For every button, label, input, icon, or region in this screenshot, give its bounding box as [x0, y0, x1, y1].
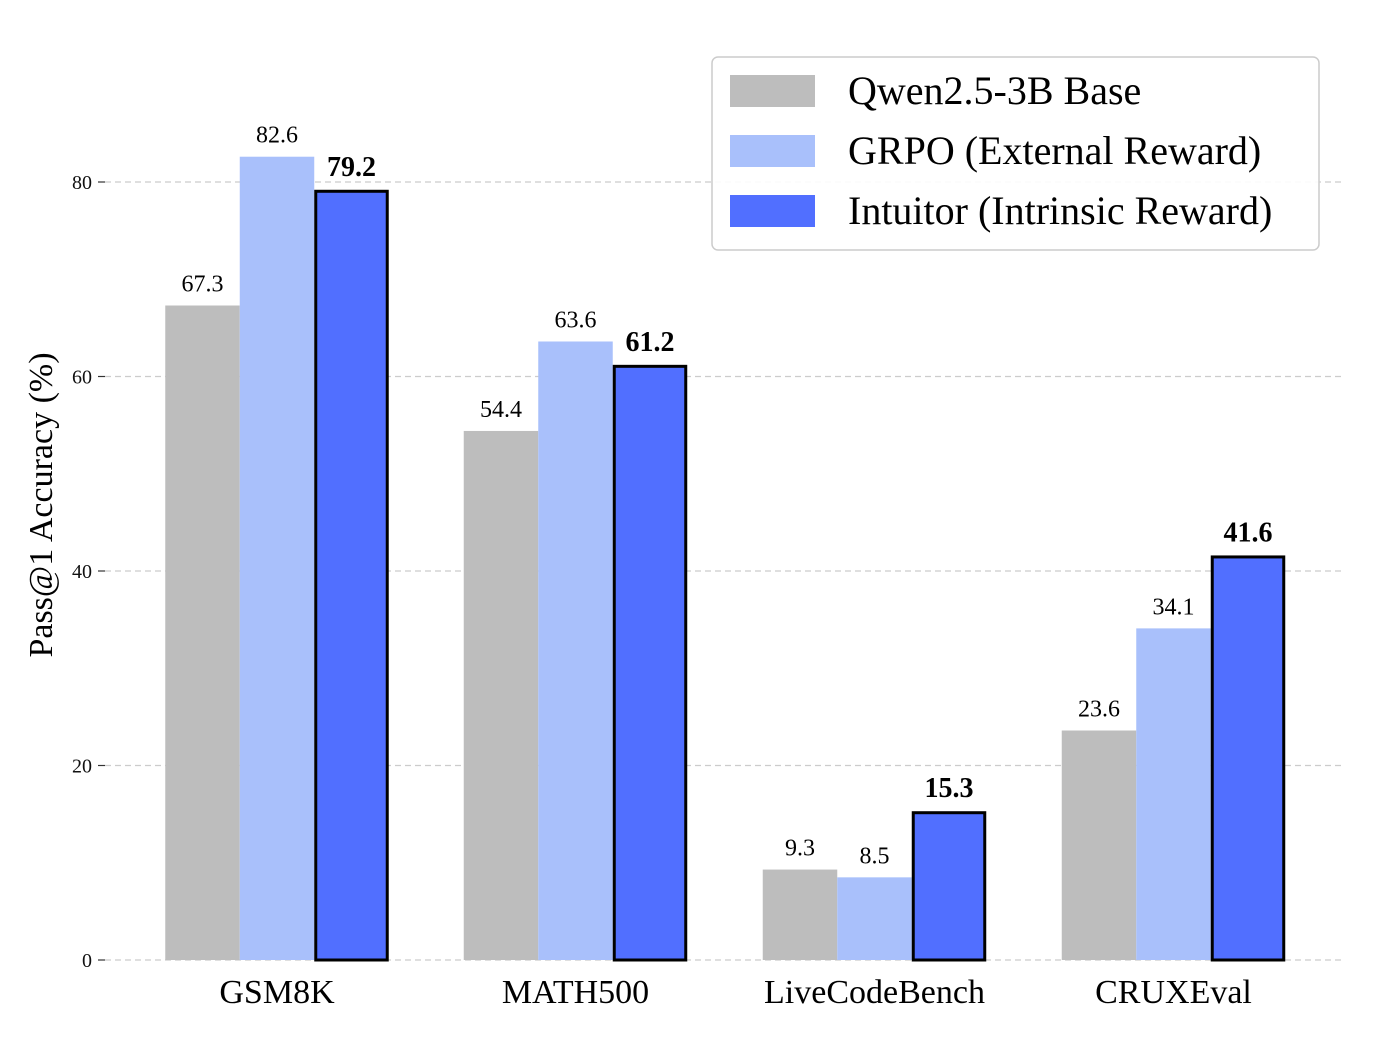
legend: Qwen2.5-3B Base GRPO (External Reward) Int…: [711, 56, 1320, 251]
bar-value-label: 61.2: [626, 327, 675, 358]
y-tick-label: 60: [72, 367, 92, 389]
legend-label: GRPO (External Reward): [848, 128, 1261, 173]
bar-value-label: 8.5: [860, 843, 890, 869]
y-axis-ticks: 0 20 40 60 80: [72, 172, 105, 972]
bar-cruxeval-series-2: [1210, 555, 1286, 962]
bars: [165, 156, 1286, 962]
bar-math500-series-0: [463, 430, 539, 961]
bar-gsm8k-series-0: [165, 305, 240, 960]
legend-swatch: [730, 135, 815, 167]
bar-livecodebench-series-1: [837, 877, 912, 960]
x-axis-labels: GSM8K MATH500 LiveCodeBench CRUXEval: [219, 974, 1252, 1011]
legend-swatch: [730, 195, 815, 227]
bar-livecodebench-series-0: [762, 869, 838, 960]
value-labels: 67.3 82.6 79.2 54.4 63.6 61.2 9.3 8.5 15.3 23.6 34…: [182, 123, 1273, 870]
y-tick-label: 0: [82, 950, 92, 972]
x-category-label: LiveCodeBench: [764, 974, 985, 1011]
bar-value-label: 79.2: [327, 152, 376, 183]
bar-value-label: 82.6: [256, 123, 298, 149]
bar-value-label: 67.3: [182, 272, 224, 298]
bar-livecodebench-series-2: [911, 811, 987, 962]
y-tick-label: 20: [72, 756, 92, 778]
x-category-label: MATH500: [502, 974, 649, 1011]
bar-math500-series-1: [538, 341, 613, 960]
bar-gsm8k-series-2: [314, 189, 389, 962]
bar-cruxeval-series-1: [1136, 628, 1211, 960]
bar-value-label: 41.6: [1224, 517, 1273, 548]
y-tick-label: 40: [72, 561, 92, 583]
bar-value-label: 9.3: [785, 836, 815, 862]
bar-gsm8k-series-1: [239, 156, 315, 961]
y-axis-label: Pass@1 Accuracy (%): [23, 352, 60, 657]
legend-label: Qwen2.5-3B Base: [848, 68, 1141, 113]
bar-cruxeval-series-0: [1061, 730, 1137, 960]
y-tick-label: 80: [72, 172, 92, 194]
bar-value-label: 34.1: [1153, 594, 1195, 620]
legend-label: Intuitor (Intrinsic Reward): [848, 188, 1272, 233]
legend-swatch: [730, 75, 815, 107]
bar-value-label: 54.4: [480, 397, 522, 423]
x-category-label: CRUXEval: [1095, 974, 1252, 1011]
bar-math500-series-2: [612, 364, 688, 962]
legend-box: [711, 56, 1320, 251]
bar-value-label: 63.6: [555, 307, 597, 333]
x-category-label: GSM8K: [219, 974, 335, 1011]
bar-value-label: 23.6: [1078, 696, 1120, 722]
bar-value-label: 15.3: [925, 773, 974, 804]
